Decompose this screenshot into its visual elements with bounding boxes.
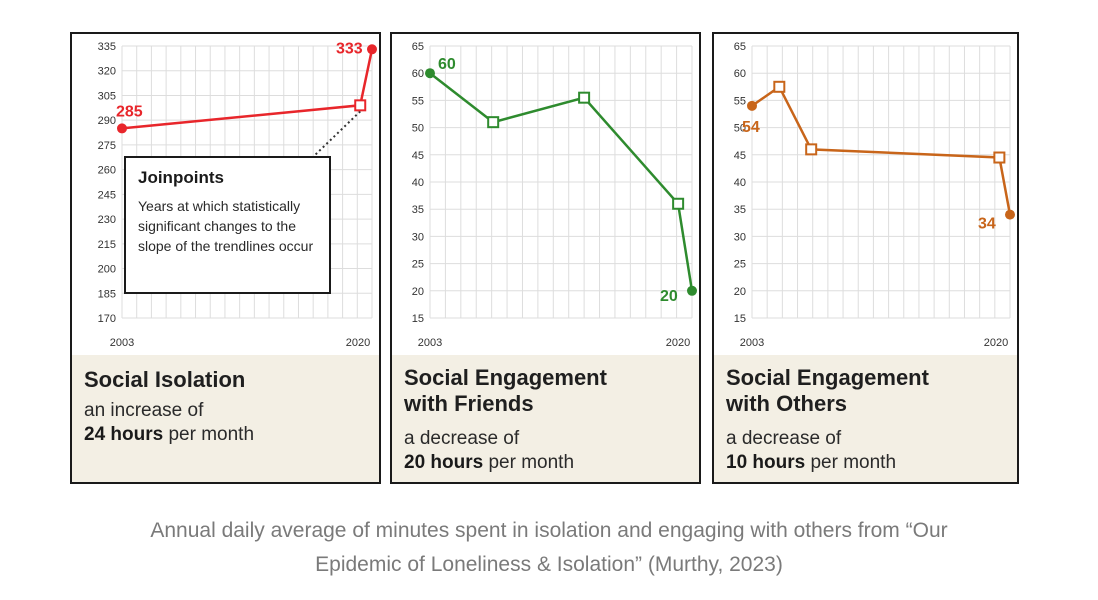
desc-suffix: per month	[483, 452, 575, 473]
callout-connector	[313, 110, 361, 157]
x-tick-label: 2020	[346, 337, 370, 349]
desc-bold: 10 hours	[726, 452, 806, 473]
y-tick-label: 25	[412, 259, 424, 271]
y-tick-label: 35	[734, 204, 746, 216]
y-tick-label: 170	[98, 313, 116, 325]
figure-caption-line-1: Annual daily average of minutes spent in…	[150, 519, 948, 542]
desc-prefix: a decrease of	[726, 428, 842, 449]
chart-plot-engagement-others: 15 20 25 30 35 40 45 50 55 60 65 2003 2020 54 34	[734, 41, 1015, 349]
desc-prefix: a decrease of	[404, 428, 520, 449]
joinpoint-marker	[578, 91, 591, 104]
chart-panel-engagement-friends: 15 20 25 30 35 40 45 50 55 60 65 2003 2020 60 20 Socia…	[390, 32, 701, 484]
y-tick-label: 60	[734, 68, 746, 80]
data-label: 34	[978, 216, 996, 233]
chart-title: Social Engagement with Friends	[404, 365, 607, 416]
callout-text: Years at which statistically significant…	[138, 198, 314, 254]
y-tick-label: 305	[98, 90, 116, 102]
y-tick-label: 20	[734, 286, 746, 298]
desc-bold: 20 hours	[404, 452, 484, 473]
caption-social-isolation: Social Isolation an increase of 24 hours…	[72, 355, 379, 482]
y-tick-label: 35	[412, 204, 424, 216]
joinpoint-marker	[354, 99, 367, 112]
desc-prefix: an increase of	[84, 400, 204, 421]
y-tick-label: 30	[412, 231, 424, 243]
y-tick-label: 335	[98, 41, 116, 53]
endpoint-marker	[367, 44, 377, 55]
y-tick-label: 45	[412, 150, 424, 162]
joinpoint-marker	[773, 80, 786, 93]
x-tick-label: 2020	[666, 337, 690, 349]
endpoint-marker	[425, 68, 435, 79]
desc-suffix: per month	[163, 424, 255, 445]
y-tick-label: 65	[734, 41, 746, 53]
gridlines	[751, 45, 1011, 319]
y-tick-label: 15	[734, 313, 746, 325]
y-tick-label: 40	[734, 177, 746, 189]
chart-plot-engagement-friends: 15 20 25 30 35 40 45 50 55 60 65 2003 2020 60 20	[412, 41, 697, 349]
chart-title: Social Engagement with Others	[726, 365, 929, 416]
y-tick-label: 320	[98, 66, 116, 78]
joinpoints-callout: Joinpoints Years at which statistically …	[124, 156, 331, 294]
y-tick-label: 275	[98, 140, 116, 152]
joinpoint-marker	[672, 197, 685, 210]
endpoint-marker	[747, 100, 757, 111]
y-tick-label: 45	[734, 150, 746, 162]
endpoint-marker	[117, 123, 127, 134]
y-tick-label: 260	[98, 165, 116, 177]
chart-panel-engagement-others: 15 20 25 30 35 40 45 50 55 60 65 2003 2020 54 34 Socia…	[712, 32, 1019, 484]
data-label: 54	[742, 119, 760, 136]
y-tick-label: 230	[98, 214, 116, 226]
series-line	[121, 49, 374, 130]
y-tick-label: 50	[412, 123, 424, 135]
joinpoint-marker	[805, 143, 818, 156]
y-tick-label: 65	[412, 41, 424, 53]
y-tick-label: 55	[734, 95, 746, 107]
joinpoint-marker	[487, 116, 500, 129]
y-tick-label: 40	[412, 177, 424, 189]
caption-engagement-others: Social Engagement with Others a decrease…	[714, 355, 1017, 482]
chart-description: an increase of 24 hours per month	[84, 399, 367, 447]
y-tick-label: 185	[98, 288, 116, 300]
data-label: 333	[336, 40, 363, 57]
data-label: 20	[660, 288, 678, 305]
y-tick-label: 30	[734, 231, 746, 243]
callout-title: Joinpoints	[138, 168, 224, 187]
y-tick-label: 215	[98, 239, 116, 251]
desc-bold: 24 hours	[84, 424, 164, 445]
y-tick-label: 20	[412, 286, 424, 298]
y-tick-label: 290	[98, 115, 116, 127]
figure-caption-line-2: Epidemic of Loneliness & Isolation” (Mur…	[315, 553, 783, 576]
x-tick-label: 2003	[740, 337, 764, 349]
desc-suffix: per month	[805, 452, 897, 473]
chart-description: a decrease of 10 hours per month	[726, 427, 1005, 475]
x-tick-label: 2003	[418, 337, 442, 349]
endpoint-marker	[687, 285, 697, 296]
data-label: 285	[116, 103, 143, 120]
y-tick-label: 60	[412, 68, 424, 80]
joinpoint-marker	[993, 151, 1006, 164]
endpoint-marker	[1005, 209, 1015, 220]
chart-title: Social Isolation	[84, 367, 246, 392]
caption-engagement-friends: Social Engagement with Friends a decreas…	[392, 355, 699, 482]
y-tick-label: 25	[734, 259, 746, 271]
data-label: 60	[438, 56, 456, 73]
y-tick-label: 245	[98, 189, 116, 201]
chart-panel-social-isolation: 170 185 200 215 230 245 260 275 290 305 320 335 2003…	[70, 32, 381, 484]
x-tick-label: 2003	[110, 337, 134, 349]
chart-description: a decrease of 20 hours per month	[404, 427, 687, 475]
gridlines	[429, 45, 693, 319]
x-tick-label: 2020	[984, 337, 1008, 349]
y-tick-label: 15	[412, 313, 424, 325]
y-tick-label: 50	[734, 123, 746, 135]
y-tick-label: 55	[412, 95, 424, 107]
series-line	[751, 84, 1012, 215]
y-tick-label: 200	[98, 264, 116, 276]
figure-caption: Annual daily average of minutes spent in…	[0, 514, 1098, 582]
